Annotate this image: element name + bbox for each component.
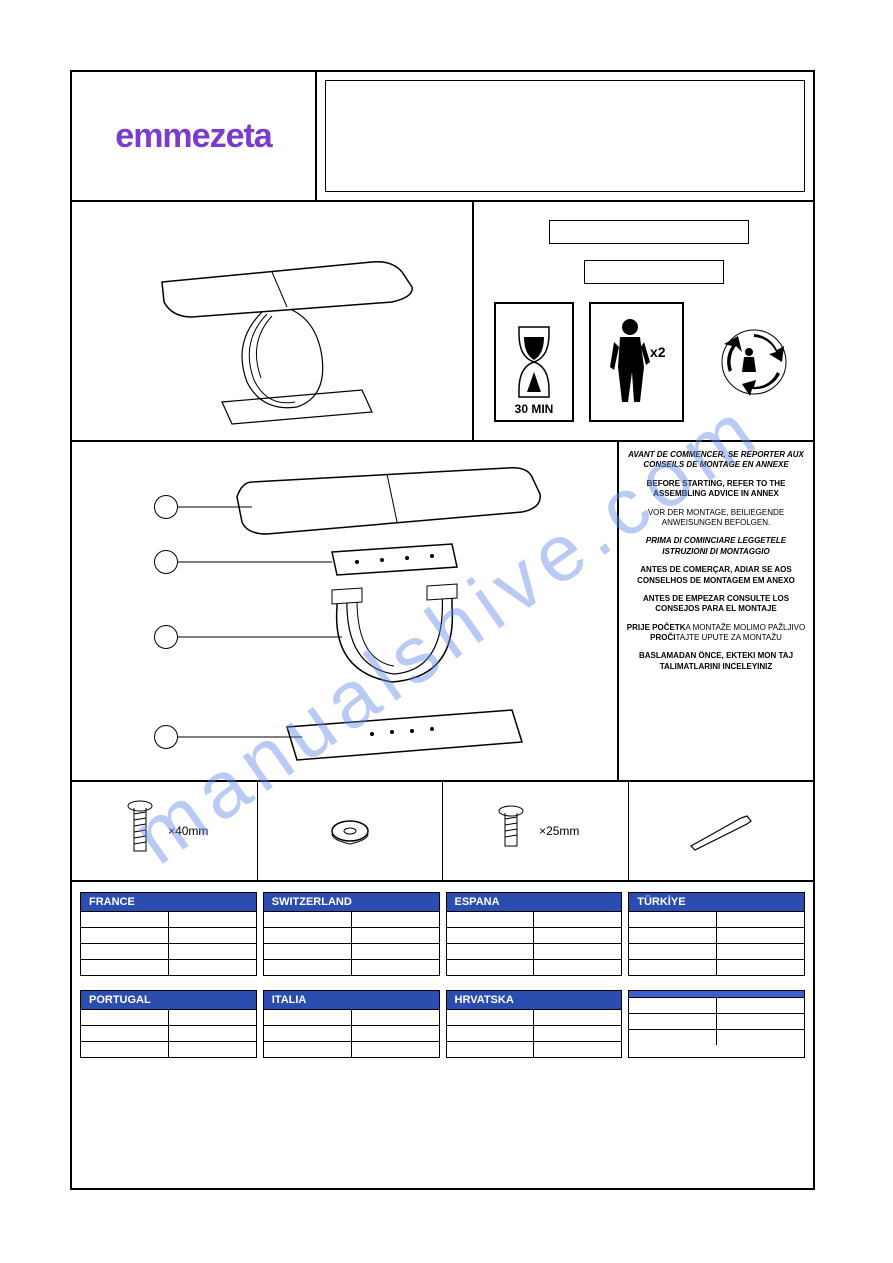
instruction-en: BEFORE STARTING, REFER TO THE ASSEMBLING… (625, 479, 807, 500)
table-header-espana: ESPANA (447, 893, 622, 911)
table-switzerland: SWITZERLAND (263, 892, 440, 976)
table-hrvatska: HRVATSKA (446, 990, 623, 1058)
instruction-tr: BASLAMADAN ÖNCE, EKTEKI MON TAJ TALIMATL… (625, 651, 807, 672)
time-label: 30 MIN (515, 402, 554, 416)
part-label-1 (154, 495, 178, 519)
instructions-column: AVANT DE COMMENCER, SE REPORTER AUX CONS… (617, 442, 813, 780)
parts-diagram (72, 442, 617, 780)
table-france: FRANCE (80, 892, 257, 976)
hardware-washer (258, 782, 444, 880)
part-label-2 (154, 550, 178, 574)
hardware-label-25: ×25mm (539, 824, 579, 838)
part-label-4 (154, 725, 178, 749)
allen-key-icon (681, 806, 761, 856)
people-icon-box: x2 (589, 302, 684, 422)
bolt-icon (120, 796, 160, 866)
people-icon: x2 (602, 312, 672, 412)
instruction-hr: PRIJE POČETKA MONTAŽE MOLIMO PAŽLJIVO PR… (625, 623, 807, 644)
info-box-1 (549, 220, 749, 244)
table-header-italia: ITALIA (264, 991, 439, 1009)
table-header-switzerland: SWITZERLAND (264, 893, 439, 911)
instruction-it: PRIMA DI COMINCIARE LEGGETELE ISTRUZIONI… (625, 536, 807, 557)
recycle-icon (714, 322, 794, 402)
washer-icon (325, 811, 375, 851)
product-image-cell (72, 202, 472, 442)
table-portugal: PORTUGAL (80, 990, 257, 1058)
hardware-label-40: ×40mm (168, 824, 208, 838)
table-italia: ITALIA (263, 990, 440, 1058)
hardware-row: ×40mm ×25mm (72, 782, 813, 882)
title-cell (317, 72, 813, 202)
table-blank (628, 990, 805, 1058)
table-header-france: FRANCE (81, 893, 256, 911)
header-row: emmezeta (72, 72, 813, 202)
part-label-3 (154, 625, 178, 649)
brand-logo: emmezeta (115, 117, 271, 156)
table-turkiye: TÜRKİYE (628, 892, 805, 976)
hardware-allen-key (629, 782, 814, 880)
table-product-illustration (72, 202, 472, 442)
instruction-fr: AVANT DE COMMENCER, SE REPORTER AUX CONS… (625, 450, 807, 471)
document-border: emmezeta (70, 70, 815, 1190)
exploded-view-illustration (72, 442, 617, 782)
table-header-turkiye: TÜRKİYE (629, 893, 804, 911)
bolt-short-icon (491, 801, 531, 861)
hardware-bolt-40: ×40mm (72, 782, 258, 880)
instruction-de: VOR DER MONTAGE, BEILIEGENDE ANWEISUNGEN… (625, 508, 807, 529)
info-cell: 30 MIN x2 (472, 202, 813, 442)
table-espana: ESPANA (446, 892, 623, 976)
time-icon-box: 30 MIN (494, 302, 574, 422)
tables-row-2: PORTUGAL ITALIA HRVATSKA (80, 990, 805, 1058)
parts-row: AVANT DE COMMENCER, SE REPORTER AUX CONS… (72, 442, 813, 782)
tables-area: FRANCE SWITZERLAND ESPANA (72, 882, 813, 1082)
instruction-pt: ANTES DE COMERÇAR, ADIAR SE AOS CONSELHO… (625, 565, 807, 586)
svg-text:x2: x2 (650, 344, 666, 360)
logo-cell: emmezeta (72, 72, 317, 202)
hourglass-icon (509, 322, 559, 402)
title-box (325, 80, 805, 192)
info-box-2 (584, 260, 724, 284)
tables-row-1: FRANCE SWITZERLAND ESPANA (80, 892, 805, 976)
hardware-bolt-25: ×25mm (443, 782, 629, 880)
product-info-row: 30 MIN x2 (72, 202, 813, 442)
table-header-portugal: PORTUGAL (81, 991, 256, 1009)
table-header-hrvatska: HRVATSKA (447, 991, 622, 1009)
instruction-es: ANTES DE EMPEZAR CONSULTE LOS CONSEJOS P… (625, 594, 807, 615)
